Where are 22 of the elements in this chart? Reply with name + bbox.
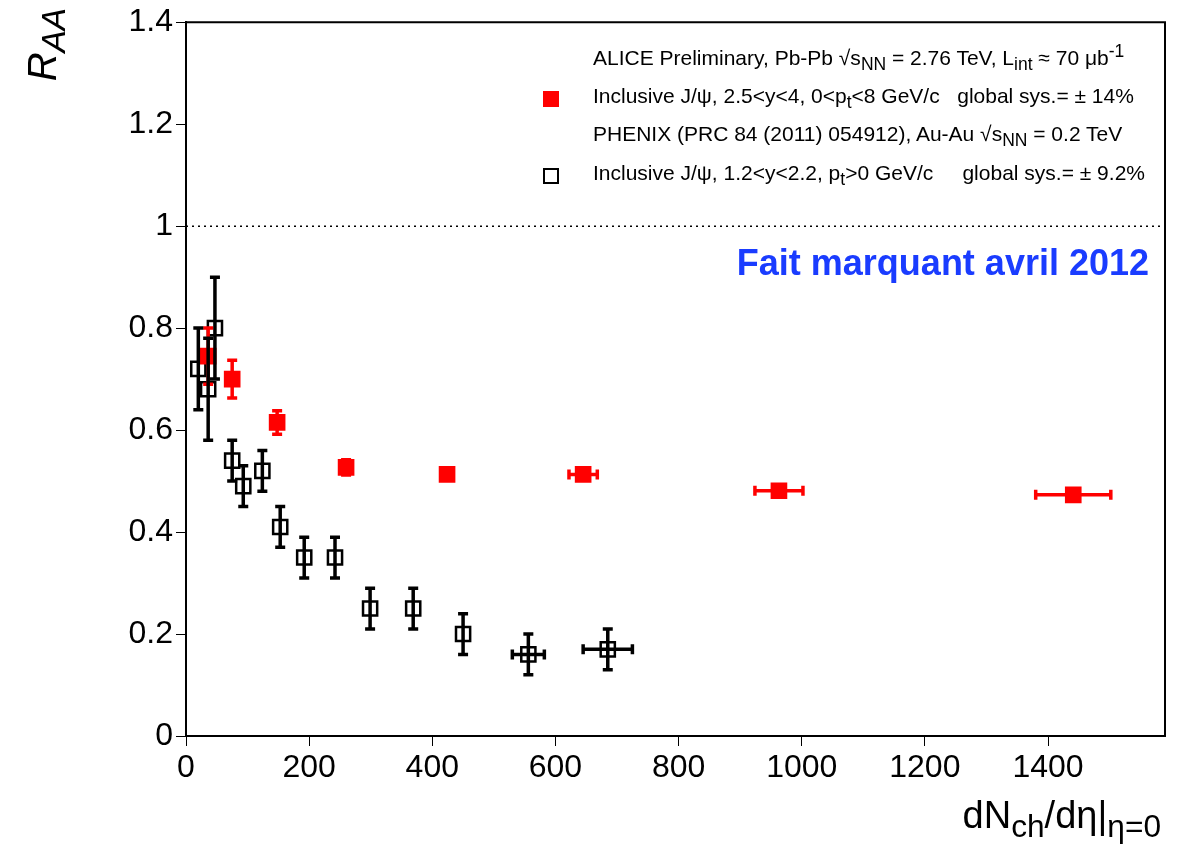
y-tick-label: 0.4: [128, 511, 173, 548]
legend-label: Inclusive J/ψ, 1.2<y<2.2, p$_{t}$>0 GeV/c global sys.= ± 9.2%: [592, 159, 1145, 191]
y-tick-label: 0.2: [128, 613, 173, 650]
annotation: Fait marquant avril 2012: [736, 242, 1149, 284]
point: [438, 466, 456, 483]
x-tick-label: 1000: [766, 748, 838, 785]
y-tick-label: 0: [155, 715, 173, 752]
y-tick-label: 0.8: [128, 307, 173, 344]
y-tick-label: 0.6: [128, 409, 173, 446]
x-tick-label: 400: [405, 748, 459, 785]
y-tick-label: 1.2: [128, 104, 173, 140]
annotation: PHENIX (PRC 84 (2011) 054912), Au-Au √s$_{NN}$ = 0.2 TeV: [592, 121, 1124, 153]
y-tick-label: 1: [155, 205, 173, 242]
x-axis-title: dN$_{ch}$/dη|$_{η=0}$: [962, 794, 1161, 846]
x-tick-label: 800: [651, 748, 706, 785]
y-tick-label: 1.4: [128, 2, 173, 39]
x-tick-label: 1400: [1012, 748, 1084, 785]
x-tick-label: 1200: [889, 748, 961, 785]
annotation: ALICE Preliminary, Pb-Pb √s$_{NN}$ = 2.76 TeV, L$_{int}$ ≈ 70 μb$^{-1}$: [592, 40, 1126, 77]
legend-label: Inclusive J/ψ, 2.5<y<4, 0<p$_{t}$<8 GeV/c global sys.= ± 14%: [592, 83, 1134, 115]
x-tick-label: 600: [528, 748, 583, 785]
x-tick-label: 200: [282, 748, 336, 785]
